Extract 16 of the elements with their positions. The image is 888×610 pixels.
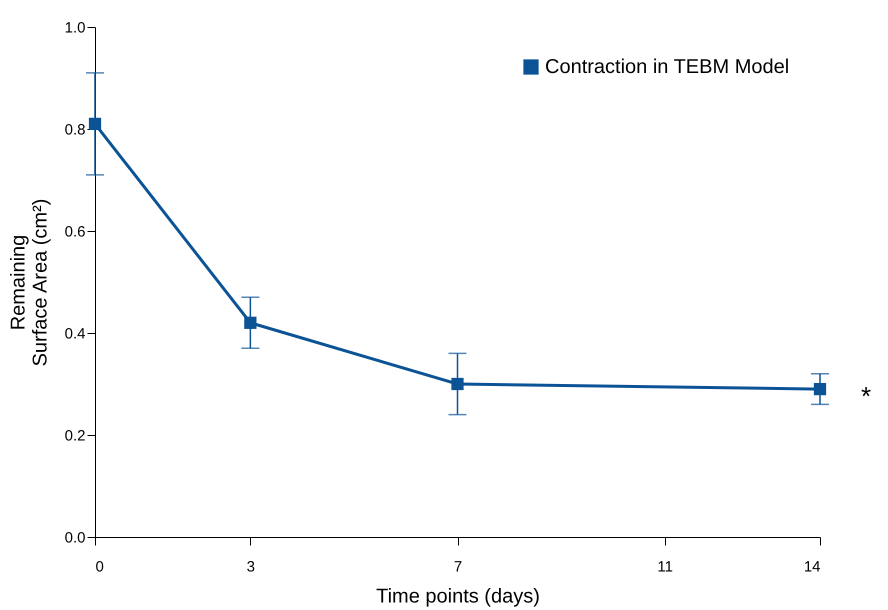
annotation: * [860,381,872,412]
legend-label: Contraction in TEBM Model [545,56,790,78]
y-tick-label: 0.4 [64,326,86,342]
x-tick-label: 3 [246,558,256,576]
x-tick-label: 11 [657,558,673,576]
x-tick-label: 0 [96,558,104,576]
y-tick-label: 0.2 [64,428,86,444]
point [244,316,256,329]
x-tick-label: 7 [454,558,462,576]
y-tick-label: 0.0 [64,530,86,546]
x-axis-title: Time points (days) [376,586,540,608]
x-tick-label: 14 [804,558,820,576]
y-axis-title: Remaining Surface Area (cm²) [8,198,52,366]
y-tick-label: 0.6 [64,224,86,240]
y-tick-label: 1.0 [64,20,86,36]
y-tick-label: 0.8 [64,122,86,138]
